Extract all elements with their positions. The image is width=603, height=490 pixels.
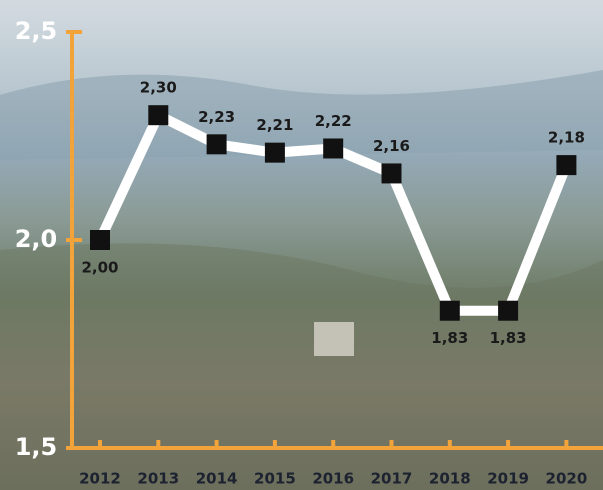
value-label: 2,21: [256, 116, 293, 134]
x-tick-label: 2014: [196, 470, 238, 488]
marker: [265, 143, 285, 163]
y-tick-label: 2,5: [15, 17, 58, 45]
value-label: 2,00: [81, 259, 118, 277]
marker: [498, 301, 518, 321]
x-tick-label: 2016: [312, 470, 354, 488]
value-label: 1,83: [490, 329, 527, 347]
x-tick-label: 2012: [79, 470, 121, 488]
x-tick-label: 2019: [487, 470, 529, 488]
marker: [556, 155, 576, 175]
value-label: 2,23: [198, 108, 235, 126]
marker: [440, 301, 460, 321]
marker: [323, 138, 343, 158]
value-label: 1,83: [431, 329, 468, 347]
page: {"chart_data": {"type": "line", "categor…: [0, 0, 603, 490]
marker: [207, 134, 227, 154]
y-tick-label: 2,0: [15, 225, 58, 253]
x-tick-label: 2015: [254, 470, 296, 488]
marker: [382, 163, 402, 183]
building: [314, 322, 354, 356]
x-tick-label: 2020: [546, 470, 588, 488]
value-label: 2,30: [140, 79, 177, 97]
marker: [90, 230, 110, 250]
value-label: 2,18: [548, 129, 585, 147]
value-label: 2,16: [373, 137, 410, 155]
x-tick-label: 2017: [371, 470, 413, 488]
chart: 1,5 2,0 2,5 2012 2,00 2013 2,30 2014 2,23 2015 2,2…: [0, 0, 603, 490]
value-label: 2,22: [315, 112, 352, 130]
marker: [148, 105, 168, 125]
x-tick-label: 2013: [137, 470, 179, 488]
y-tick-label: 1,5: [15, 433, 58, 461]
x-tick-label: 2018: [429, 470, 471, 488]
